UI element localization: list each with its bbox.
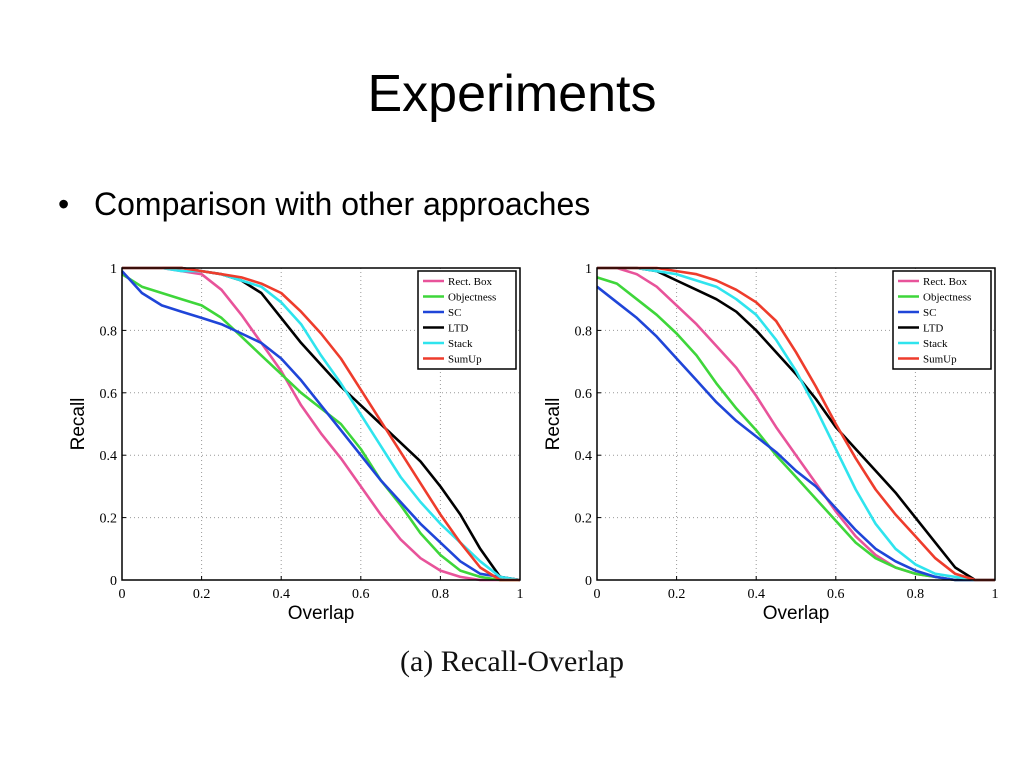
x-axis-label: Overlap: [763, 603, 830, 624]
series-line-sumup: [597, 266, 995, 582]
y-tick-label: 0.4: [100, 449, 118, 464]
x-tick-label: 0.2: [668, 587, 686, 602]
series-line-stack: [122, 266, 521, 582]
x-tick-label: 0: [594, 587, 601, 602]
legend-box: [417, 270, 517, 370]
chart-legend: Rect. Box Objectness SC LTD Stack SumUp: [892, 270, 992, 370]
y-tick-label: 0.6: [100, 387, 118, 402]
y-tick-label: 0: [110, 574, 117, 589]
slide-title: Experiments: [367, 65, 657, 123]
x-tick-label: 0: [119, 587, 126, 602]
legend-label: Objectness: [448, 292, 496, 304]
bullet-item: • Comparison with other approaches: [58, 186, 590, 223]
legend-label: LTD: [448, 323, 468, 335]
y-tick-label: 0.8: [575, 324, 593, 339]
y-tick-label: 0.4: [575, 449, 593, 464]
legend-label: Stack: [448, 338, 473, 350]
axes-frame: [121, 267, 521, 581]
axes-frame: [596, 267, 996, 581]
chart-panel-1: 00 0.2 0.2 0.4 0.4 0.6 0.6 0.8 0.8 1 1 Overlap Recal…: [68, 262, 524, 624]
figure-caption: (a) Recall-Overlap: [399, 645, 625, 678]
legend-label: SumUp: [448, 354, 482, 366]
x-tick-label: 0.8: [432, 587, 450, 602]
legend-label: Rect. Box: [448, 276, 492, 288]
recall-overlap-charts: 000.20.20.40.40.60.60.80.811OverlapRecal…: [68, 262, 999, 624]
bullet-dot-icon: •: [58, 186, 70, 222]
series-line-objectness: [121, 273, 520, 582]
y-axis-label: Recall: [543, 398, 564, 451]
series-line-stack: [597, 266, 995, 582]
x-tick-label: 0.2: [193, 587, 211, 602]
legend-label: Stack: [923, 338, 948, 350]
legend-label: SumUp: [923, 354, 957, 366]
x-tick-label: 1: [517, 587, 524, 602]
x-tick-label: 0.6: [352, 587, 370, 602]
y-tick-label: 0.8: [100, 324, 118, 339]
x-tick-label: 0.4: [272, 587, 290, 602]
x-axis-label: Overlap: [288, 603, 355, 624]
legend-box: [892, 270, 992, 370]
chart-legend: Rect. Box Objectness SC LTD Stack SumUp: [417, 270, 517, 370]
y-tick-label: 0.2: [575, 512, 593, 527]
y-tick-label: 1: [110, 262, 117, 277]
series-line-sc: [596, 285, 995, 582]
legend-label: Objectness: [923, 292, 971, 304]
y-tick-label: 0.2: [100, 512, 118, 527]
x-tick-label: 0.6: [827, 587, 845, 602]
legend-label: LTD: [923, 323, 943, 335]
series-line-sc: [121, 270, 521, 582]
x-tick-label: 0.4: [747, 587, 765, 602]
legend-label: SC: [448, 307, 461, 319]
y-axis-label: Recall: [68, 398, 89, 451]
y-tick-label: 1: [585, 262, 592, 277]
legend-label: Rect. Box: [923, 276, 967, 288]
bullet-text: Comparison with other approaches: [94, 186, 591, 222]
y-tick-label: 0: [585, 574, 592, 589]
y-tick-label: 0.6: [575, 387, 593, 402]
x-tick-label: 1: [992, 587, 999, 602]
legend-label: SC: [923, 307, 936, 319]
chart-panel-2: 00 0.2 0.2 0.4 0.4 0.6 0.6 0.8 0.8 1 1 Overlap Recal…: [543, 262, 999, 624]
x-tick-label: 0.8: [907, 587, 925, 602]
series-line-ltd: [597, 266, 995, 582]
series-line-sumup: [122, 266, 520, 582]
